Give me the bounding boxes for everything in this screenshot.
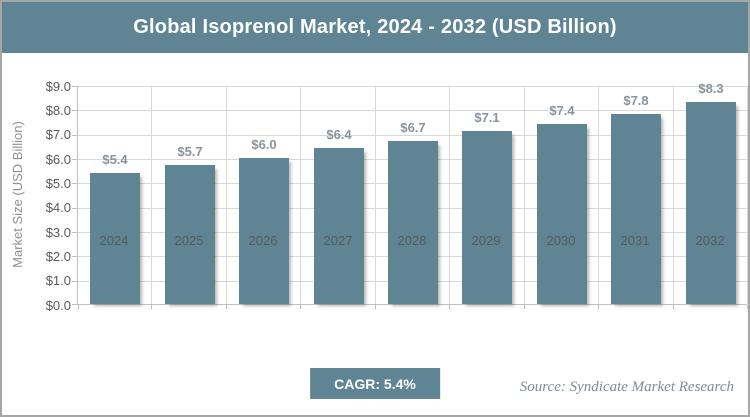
bar-2028 — [388, 141, 438, 304]
y-tick-label: $7.0 — [45, 127, 71, 143]
bar-value-label: $7.4 — [549, 103, 575, 118]
x-tick-mark — [449, 305, 450, 309]
y-tick-mark — [72, 134, 77, 136]
horizontal-gridline — [78, 110, 747, 112]
y-tick-mark — [72, 183, 77, 185]
x-tick-label: 2032 — [695, 233, 725, 248]
y-tick-mark — [72, 110, 77, 112]
source-attribution: Source: Syndicate Market Research — [519, 379, 734, 395]
vertical-gridline — [300, 86, 301, 304]
vertical-gridline — [375, 86, 376, 304]
plot-area: $5.4 $5.7 $6.0 $6.4 $6.7 $7.1 $7.4 $7.8 $8.3 — [72, 81, 748, 309]
vertical-gridline — [449, 86, 450, 304]
x-tick-label: 2024 — [99, 233, 129, 248]
x-tick-label: 2028 — [397, 233, 427, 248]
x-tick-label: 2027 — [323, 233, 353, 248]
bar-2029 — [462, 131, 512, 304]
y-tick-label: $4.0 — [45, 200, 71, 216]
x-tick-mark — [151, 305, 152, 309]
cagr-badge: CAGR: 5.4% — [310, 368, 440, 399]
vertical-gridline — [151, 86, 152, 304]
y-tick-label: $2.0 — [45, 248, 71, 264]
vertical-gridline — [598, 86, 599, 304]
x-tick-mark — [226, 305, 227, 309]
y-tick-label: $9.0 — [45, 78, 71, 94]
bar-2026 — [239, 158, 289, 304]
bar-value-label: $6.0 — [251, 137, 277, 152]
y-tick-mark — [72, 159, 77, 160]
y-tick-mark — [72, 256, 77, 258]
x-tick-mark — [747, 305, 748, 309]
y-tick-label: $6.0 — [45, 151, 71, 167]
x-tick-mark — [673, 305, 674, 309]
y-axis-title: Market Size (USD Billion) — [9, 121, 25, 268]
bar-2032 — [686, 102, 736, 304]
x-tick-mark — [78, 305, 79, 309]
x-tick-label: 2025 — [174, 233, 204, 248]
x-tick-mark — [375, 305, 376, 309]
y-tick-label: $3.0 — [45, 224, 71, 240]
y-tick-label: $1.0 — [45, 273, 71, 289]
y-tick-mark — [72, 232, 77, 233]
y-tick-label: $5.0 — [45, 175, 71, 191]
y-tick-mark — [72, 280, 77, 282]
x-tick-label: 2030 — [546, 233, 576, 248]
bar-value-label: $5.4 — [102, 152, 128, 167]
bar-value-label: $6.4 — [326, 127, 352, 142]
bar-value-label: $6.7 — [400, 120, 426, 135]
bar-value-label: $8.3 — [698, 81, 724, 96]
bar-value-label: $7.1 — [474, 110, 500, 125]
y-tick-mark — [72, 304, 77, 305]
y-tick-mark — [72, 207, 77, 209]
x-tick-mark — [300, 305, 301, 309]
bar-2027 — [314, 148, 364, 304]
horizontal-gridline — [78, 86, 747, 87]
bar-value-label: $5.7 — [177, 144, 203, 159]
y-tick-mark — [72, 86, 77, 87]
bar-2030 — [537, 124, 587, 304]
x-tick-mark — [524, 305, 525, 309]
bar-2025 — [165, 165, 215, 304]
y-tick-label: $8.0 — [45, 102, 71, 118]
x-tick-label: 2031 — [620, 233, 650, 248]
chart-title: Global Isoprenol Market, 2024 - 2032 (US… — [133, 16, 617, 38]
vertical-gridline — [524, 86, 525, 304]
vertical-gridline — [673, 86, 674, 304]
bar-value-label: $7.8 — [623, 93, 649, 108]
bar-2024 — [90, 173, 140, 304]
x-tick-label: 2026 — [248, 233, 278, 248]
vertical-gridline — [226, 86, 227, 304]
chart-title-bar: Global Isoprenol Market, 2024 - 2032 (US… — [2, 2, 748, 53]
x-tick-label: 2029 — [471, 233, 501, 248]
bar-2031 — [611, 114, 661, 304]
vertical-gridline — [747, 86, 748, 304]
x-tick-mark — [598, 305, 599, 309]
y-tick-label: $0.0 — [45, 297, 71, 313]
horizontal-gridline — [78, 134, 747, 136]
